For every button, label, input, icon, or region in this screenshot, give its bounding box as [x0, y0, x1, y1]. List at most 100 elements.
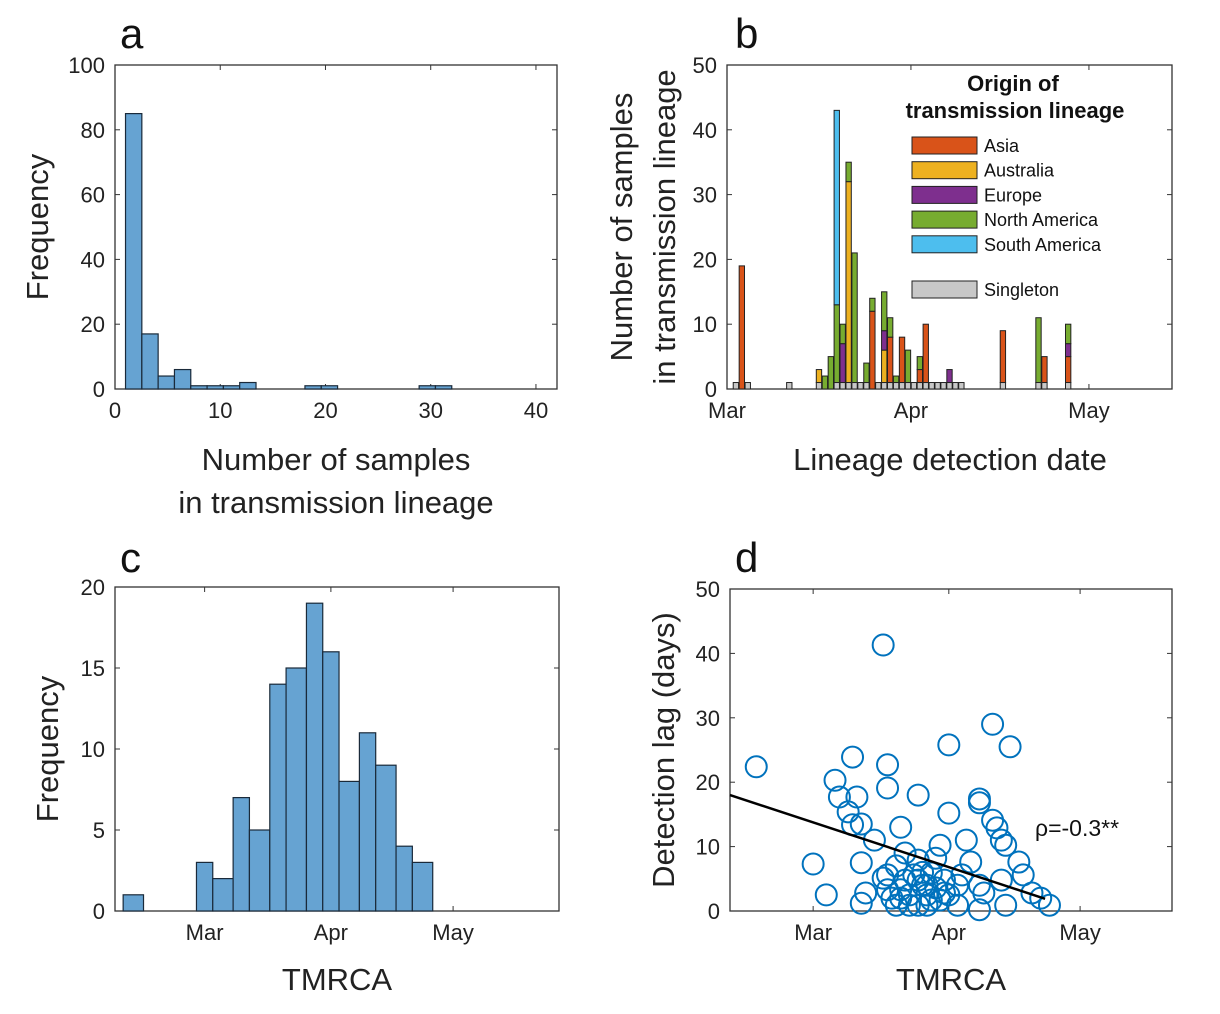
bar-segment-north-america — [904, 349, 912, 384]
bar-segment-europe — [946, 369, 953, 384]
bar-segment-asia — [999, 330, 1007, 384]
bar-segment-singleton — [934, 382, 941, 390]
histogram-bar — [141, 333, 159, 390]
histogram-bar — [285, 667, 308, 912]
bar-segment-singleton — [1041, 382, 1048, 390]
legend-swatch-asia — [911, 136, 978, 155]
legend-swatch-south-america — [911, 235, 978, 254]
scatter-point — [897, 893, 921, 917]
scatter-point — [814, 883, 838, 907]
scatter-point — [849, 851, 873, 875]
bar-segment-singleton — [910, 382, 918, 390]
panel-b: b Number of samples in transmission line… — [604, 10, 1173, 477]
scatter-point — [946, 873, 970, 897]
y-tick-label: 15 — [81, 656, 105, 681]
x-tick-label: 30 — [418, 398, 442, 423]
histogram-bar — [212, 877, 234, 912]
bar-segment-singleton — [815, 382, 823, 390]
y-axis-label-line1: Number of samples — [604, 93, 639, 362]
x-axis-label-line2: in transmission lineage — [178, 485, 493, 520]
panel-a: a Frequency Number of samples in transmi… — [20, 10, 558, 520]
axes-box — [729, 588, 1173, 912]
legend-swatch-north-america — [911, 210, 978, 229]
scatter-point — [1029, 886, 1053, 910]
bar-segment-singleton — [839, 382, 846, 390]
bar-segment-north-america — [821, 375, 829, 390]
y-tick-label: 20 — [696, 770, 720, 795]
bar-segment-singleton — [1035, 382, 1042, 390]
bar-segment-singleton — [946, 382, 953, 390]
legend-label-asia: Asia — [984, 136, 1020, 156]
scatter-point — [744, 755, 768, 779]
scatter-point — [994, 833, 1018, 857]
histogram-bar — [222, 385, 241, 390]
y-axis-label: Frequency — [20, 153, 55, 300]
scatter-point — [876, 753, 900, 777]
y-tick-label: 30 — [696, 706, 720, 731]
histogram-bar — [206, 385, 224, 390]
y-tick-label: 20 — [693, 247, 717, 272]
y-axis-label: Frequency — [30, 675, 65, 822]
scatter-point — [876, 863, 900, 887]
x-tick-label: May — [432, 920, 474, 945]
bar-segment-south-america — [833, 109, 840, 306]
bar-segment-north-america — [1064, 323, 1072, 345]
scatter-point — [911, 860, 935, 884]
histogram-bar — [320, 385, 339, 390]
histogram-bar — [418, 385, 437, 390]
scatter-point — [871, 866, 895, 890]
y-tick-label: 40 — [696, 641, 720, 666]
panel-letter-a: a — [120, 10, 144, 57]
bar-segment-north-america — [833, 304, 840, 384]
panel-letter-d: d — [735, 534, 758, 581]
bar-segment-singleton — [732, 382, 740, 390]
bar-segment-north-america — [881, 291, 888, 332]
bar-segment-europe — [1064, 343, 1072, 358]
x-tick-label: 40 — [524, 398, 548, 423]
histogram-bar — [269, 683, 287, 912]
bar-segment-north-america — [863, 362, 870, 384]
histogram-bar — [124, 112, 143, 390]
histogram-bar — [239, 381, 257, 390]
scatter-point — [937, 801, 961, 825]
scatter-point — [823, 768, 847, 792]
bar-segment-australia — [881, 349, 888, 384]
bar-segment-asia — [1064, 356, 1072, 384]
x-tick-label: 0 — [109, 398, 121, 423]
legend-label-europe: Europe — [984, 185, 1042, 205]
scatter-point — [849, 891, 873, 915]
bar-segment-north-america — [845, 161, 852, 183]
x-axis-label-line1: Number of samples — [202, 442, 471, 477]
bar-segment-north-america — [886, 317, 894, 338]
bar-segment-singleton — [875, 382, 882, 390]
y-tick-label: 10 — [696, 835, 720, 860]
bar-segment-asia — [738, 265, 746, 390]
scatter-point — [915, 893, 939, 917]
legend-label-north-america: North America — [984, 210, 1099, 230]
bar-segment-singleton — [863, 382, 870, 390]
y-axis-label-line2: in transmission lineage — [647, 69, 682, 384]
x-tick-label: Apr — [932, 920, 966, 945]
bar-segment-singleton — [833, 382, 840, 390]
scatter-point — [801, 852, 825, 876]
scatter-point — [928, 833, 952, 857]
scatter-point — [972, 881, 996, 905]
panel-letter-c: c — [120, 534, 141, 581]
histogram-bar — [195, 861, 214, 912]
legend-swatch-australia — [911, 161, 978, 180]
histogram-bar — [304, 385, 322, 390]
x-tick-label: May — [1068, 398, 1110, 423]
bar-segment-europe — [839, 343, 846, 384]
y-axis-label: Detection lag (days) — [646, 612, 681, 888]
scatter-point — [893, 841, 917, 865]
panel-c: c Frequency TMRCA 0 5 10 15 20 Mar Apr May — [30, 534, 560, 997]
y-tick-label: 40 — [81, 247, 105, 272]
scatter-point — [876, 776, 900, 800]
bar-segment-singleton — [928, 382, 935, 390]
y-tick-label: 20 — [81, 312, 105, 337]
scatter-point — [994, 893, 1018, 917]
legend-label-singleton: Singleton — [984, 280, 1059, 300]
y-tick-label: 0 — [708, 899, 720, 924]
scatter-point — [1007, 850, 1031, 874]
